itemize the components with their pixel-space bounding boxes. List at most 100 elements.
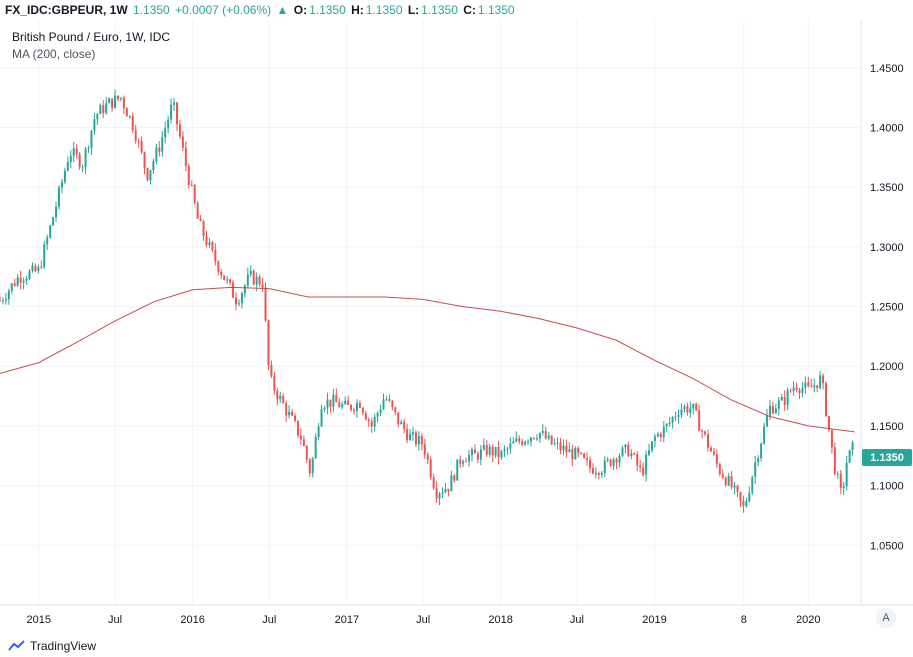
candle-body [158,147,161,152]
high-label: H: [351,3,364,17]
y-tick-label: 1.3000 [870,242,904,254]
candle-body [562,445,565,451]
footer: TradingView [0,634,913,657]
candle-body [709,447,712,452]
candle-body [438,493,441,499]
candle-body [178,124,181,137]
auto-scale-button[interactable]: A [876,608,896,628]
candle-body [226,279,229,281]
candle-body [624,444,627,448]
time-axis[interactable]: 2015 Jul 2016 Jul 2017 Jul 2018 Jul 2019 8 2020 [27,614,821,626]
candle-body [240,293,243,304]
candle-body [90,130,93,149]
candle-body [639,465,642,468]
candle-body [754,462,757,477]
candle-body [122,97,125,109]
open-label: O: [293,3,308,17]
candle-body [609,459,612,466]
candle-body [10,283,13,291]
candle-body [400,421,403,425]
y-tick-label: 1.1500 [870,421,904,433]
candle-body [465,461,468,463]
symbol-label[interactable]: FX_IDC:GBPEUR, 1W [5,3,128,17]
candle-body [683,406,686,410]
tradingview-logo-icon[interactable] [8,640,26,652]
candle-body [538,432,541,439]
low-value: 1.1350 [421,3,458,17]
candle-body [341,404,344,408]
candle-body [329,399,332,407]
candle-body [482,444,485,450]
candles [0,89,854,513]
candle-body [804,382,807,388]
x-tick-label: 2018 [488,614,512,626]
candle-body [52,217,55,226]
candle-body [249,270,252,275]
candle-body [636,454,639,466]
candle-body [468,454,471,462]
plot-background [0,20,861,605]
ma-line [0,286,855,433]
candle-body [600,473,603,475]
candle-body [680,409,683,416]
candle-body [627,444,630,457]
candle-body [170,104,173,120]
candle-body [786,390,789,405]
candle-body [75,148,78,155]
last-price-tag: 1.1350 [862,449,912,466]
candle-body [556,442,559,444]
candle-body [1,300,4,302]
candle-body [491,446,494,456]
candle-body [429,459,432,478]
legend-title[interactable]: British Pound / Euro, 1W, IDC [12,30,171,44]
candle-body [311,458,314,474]
candle-body [134,130,137,141]
candle-body [264,287,267,321]
price-axis[interactable]: 1.4500 1.4000 1.3500 1.3000 1.2500 1.2000 1.15… [870,63,904,553]
legend-indicator[interactable]: MA (200, close) [12,47,96,61]
candle-body [459,459,462,464]
candle-body [488,446,491,455]
candle-body [299,435,302,440]
candle-body [633,453,636,455]
candle-body [0,300,1,302]
candle-body [789,390,792,392]
candle-body [851,442,854,451]
candle-body [108,98,111,104]
candle-body [358,402,361,408]
last-price-tag-bg [862,449,912,466]
candle-body [822,375,825,384]
candle-body [506,448,509,450]
candle-body [40,266,43,268]
candle-body [512,441,515,444]
candle-body [615,459,618,463]
candle-body [117,95,120,100]
candle-body [28,271,31,279]
candle-body [833,447,836,474]
candle-body [140,140,143,153]
candle-body [479,449,482,460]
candle-body [385,399,388,401]
candle-body [645,454,648,475]
candle-body [745,501,748,507]
candle-body [718,464,721,474]
candle-body [704,431,707,435]
candle-body [583,453,586,459]
tradingview-brand[interactable]: TradingView [30,639,97,653]
candle-body [559,442,562,451]
candle-body [435,488,438,499]
candle-body [152,161,155,171]
candle-body [594,472,597,474]
candle-body [111,98,114,108]
candle-body [397,412,400,425]
candle-body [187,165,190,186]
candle-body [768,405,771,416]
candle-body [568,449,571,453]
candle-body [727,476,730,486]
candle-body [125,108,128,117]
candle-body [58,187,61,207]
candle-body [202,221,205,237]
x-tick-label: 2020 [796,614,820,626]
candle-body [707,434,710,448]
